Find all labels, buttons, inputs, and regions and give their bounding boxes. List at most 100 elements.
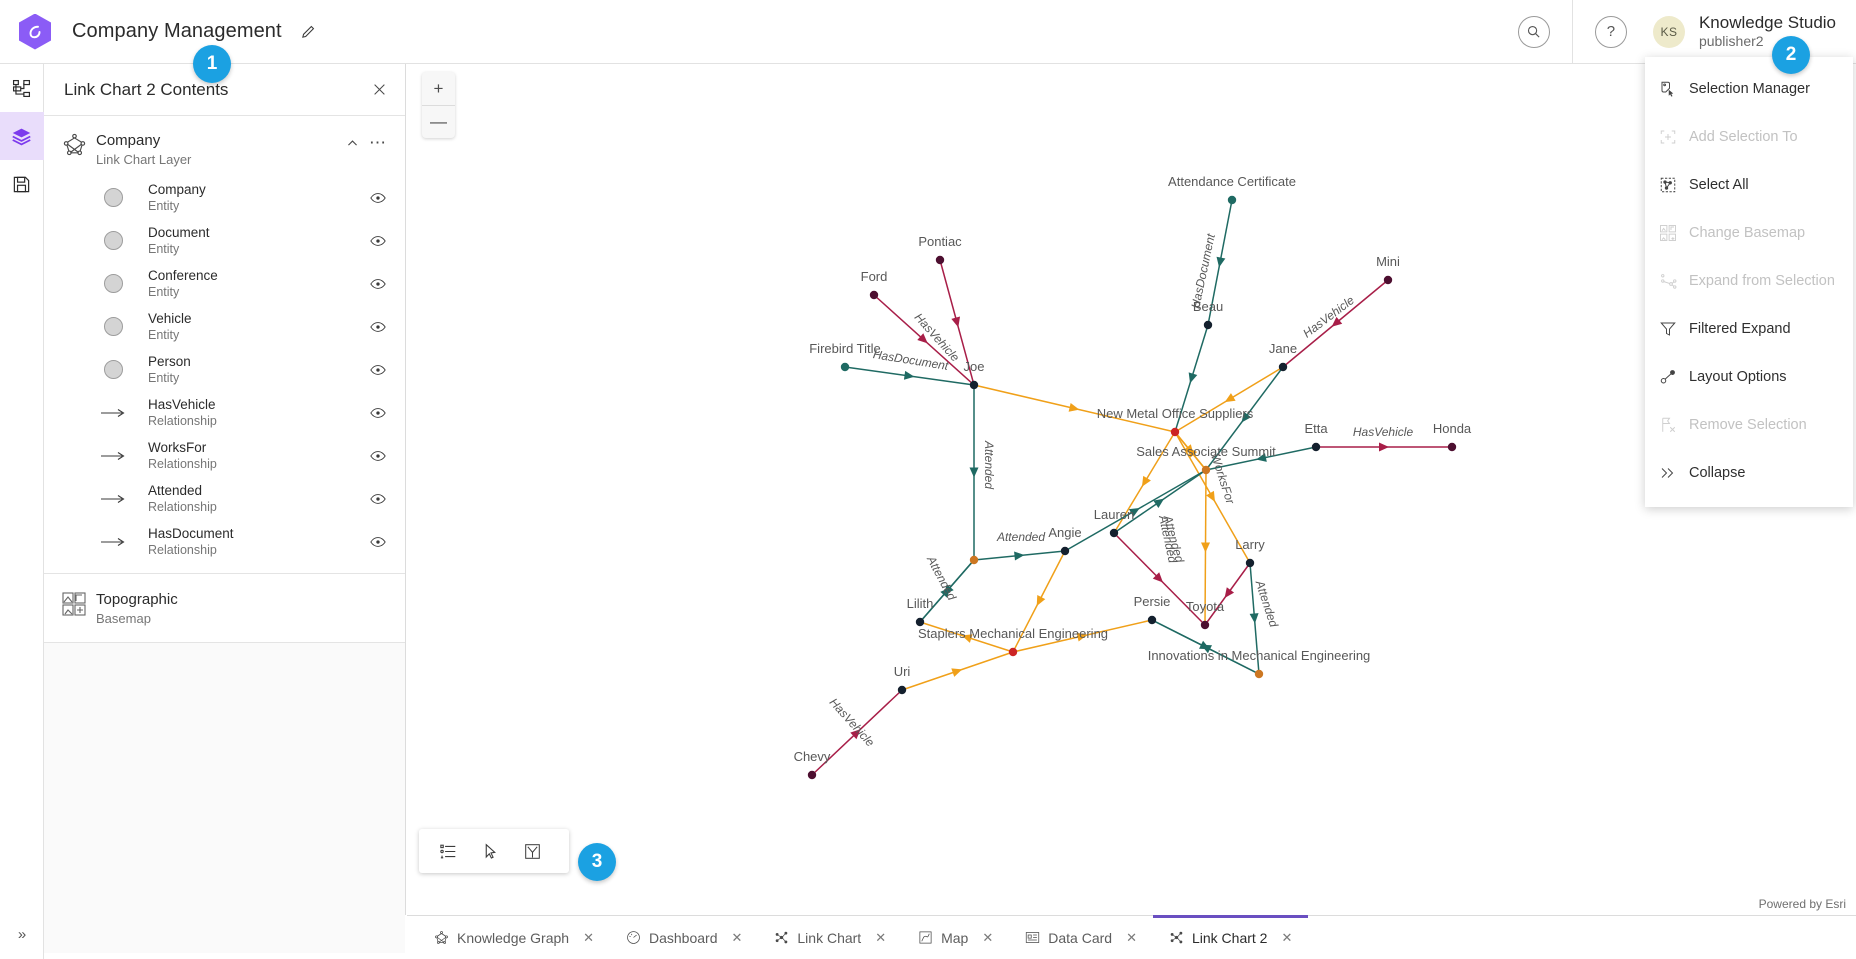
graph-node[interactable] [969,380,979,390]
tab-close-icon[interactable]: ✕ [1126,929,1137,945]
graph-node[interactable] [1060,546,1070,556]
entity-symbol-icon [103,188,123,207]
graph-node[interactable] [1109,528,1119,538]
hierarchy-icon[interactable] [0,64,44,112]
list-view-icon[interactable] [427,830,469,872]
help-icon[interactable]: ? [1594,15,1627,48]
layer-item-worksfor[interactable]: WorksFor Relationship [44,434,405,477]
tab-link-chart-2[interactable]: Link Chart 2 ✕ [1152,915,1309,959]
graph-node[interactable] [1147,615,1157,625]
tab-close-icon[interactable]: ✕ [982,929,994,945]
layer-header-row[interactable]: Company Link Chart Layer ⋯ [44,130,405,176]
layer-item-company[interactable]: Company Entity [44,176,405,219]
layer-item-type: Relationship [148,414,217,429]
graph-node[interactable] [807,770,817,780]
graph-node[interactable] [1200,620,1210,630]
tab-data-card[interactable]: Data Card ✕ [1009,916,1153,959]
graph-node[interactable] [869,290,879,300]
menu-item-selection-manager[interactable]: Selection Manager [1645,65,1853,113]
more-options-icon[interactable]: ⋯ [369,133,387,152]
visibility-toggle-icon[interactable] [365,407,391,419]
layer-item-name: Attended [148,482,203,498]
layer-item-symbol [100,231,126,250]
tab-close-icon[interactable]: ✕ [583,929,594,945]
relationship-arrow-icon [101,408,125,417]
tab-knowledge-graph[interactable]: Knowledge Graph ✕ [418,916,610,959]
layer-item-hasvehicle[interactable]: HasVehicle Relationship [44,391,405,434]
graph-node[interactable] [897,685,907,695]
visibility-toggle-icon[interactable] [365,278,391,290]
layer-item-attended[interactable]: Attended Relationship [44,477,405,520]
tab-close-icon[interactable]: ✕ [731,929,743,945]
link-chart-canvas[interactable]: + — HasDocument HasVehicle HasVehicle HasDo… [407,64,1856,915]
graph-node[interactable] [1201,465,1211,475]
tab-close-icon[interactable]: ✕ [1281,929,1293,945]
graph-node[interactable] [1008,647,1018,657]
user-name: Knowledge Studio [1698,13,1836,33]
layer-item-symbol [100,407,126,419]
graph-node[interactable] [969,555,979,565]
node-label: Etta [1304,421,1328,436]
visibility-toggle-icon[interactable] [365,493,391,505]
basemap-type: Basemap [96,611,151,627]
tab-link-chart[interactable]: Link Chart ✕ [758,916,902,959]
edge-arrowhead-icon [1331,316,1343,327]
search-icon[interactable] [1517,15,1550,48]
basemap-row[interactable]: Topographic Basemap [44,574,405,643]
layer-item-symbol [100,360,126,379]
zoom-out-button[interactable]: — [430,112,447,132]
edge-label: HasDocument [872,347,950,373]
graph-node[interactable] [1383,275,1393,285]
menu-item-select-all[interactable]: Select All [1645,161,1853,209]
layer-item-vehicle[interactable]: Vehicle Entity [44,305,405,348]
layer-item-person[interactable]: Person Entity [44,348,405,391]
visibility-toggle-icon[interactable] [365,450,391,462]
chevron-up-icon[interactable] [339,130,365,156]
relationship-arrow-icon [101,494,125,503]
graph-node[interactable] [1170,427,1180,437]
menu-item-label: Select All [1689,177,1749,193]
tab-map[interactable]: Map ✕ [902,916,1009,959]
visibility-toggle-icon[interactable] [365,235,391,247]
visibility-toggle-icon[interactable] [365,364,391,376]
menu-item-layout-options[interactable]: Layout Options [1645,353,1853,401]
graph-node[interactable] [1311,442,1321,452]
graph-node[interactable] [1227,195,1237,205]
menu-item-filtered-expand[interactable]: Filtered Expand [1645,305,1853,353]
save-icon[interactable] [0,160,44,208]
edge-arrowhead-icon [940,587,951,598]
menu-item-label: Filtered Expand [1689,321,1791,337]
tab-close-icon[interactable]: ✕ [875,929,887,945]
layers-icon[interactable] [0,112,44,160]
zoom-in-button[interactable]: + [422,72,455,106]
visibility-toggle-icon[interactable] [365,536,391,548]
lasso-select-icon[interactable] [511,830,553,872]
menu-item-collapse[interactable]: Collapse [1645,449,1853,497]
visibility-toggle-icon[interactable] [365,192,391,204]
menu-item-label: Change Basemap [1689,225,1806,241]
chevron-double-right-icon[interactable]: » [17,925,27,943]
remove-selection-icon [1659,416,1689,434]
graph-node[interactable] [1447,442,1457,452]
layer-item-document[interactable]: Document Entity [44,219,405,262]
graph-node[interactable] [1203,320,1213,330]
layer-item-conference[interactable]: Conference Entity [44,262,405,305]
graph-node[interactable] [1278,362,1288,372]
close-icon[interactable] [367,78,391,102]
pointer-select-icon[interactable] [469,830,511,872]
graph-node[interactable] [915,617,925,627]
tab-dashboard[interactable]: Dashboard ✕ [610,916,758,959]
relationship-arrow-icon [101,451,125,460]
graph-node[interactable] [935,255,945,265]
node-label: Pontiac [918,234,962,249]
visibility-toggle-icon[interactable] [365,321,391,333]
app-logo [18,13,52,51]
graph-node[interactable] [1254,669,1264,679]
layer-item-hasdocument[interactable]: HasDocument Relationship [44,520,405,563]
avatar[interactable]: KS [1652,15,1685,48]
graph-node[interactable] [840,362,850,372]
graph-node[interactable] [1245,558,1255,568]
pencil-icon[interactable] [300,23,317,40]
relationship-arrow-icon [101,537,125,546]
layer-item-name: HasDocument [148,525,234,541]
